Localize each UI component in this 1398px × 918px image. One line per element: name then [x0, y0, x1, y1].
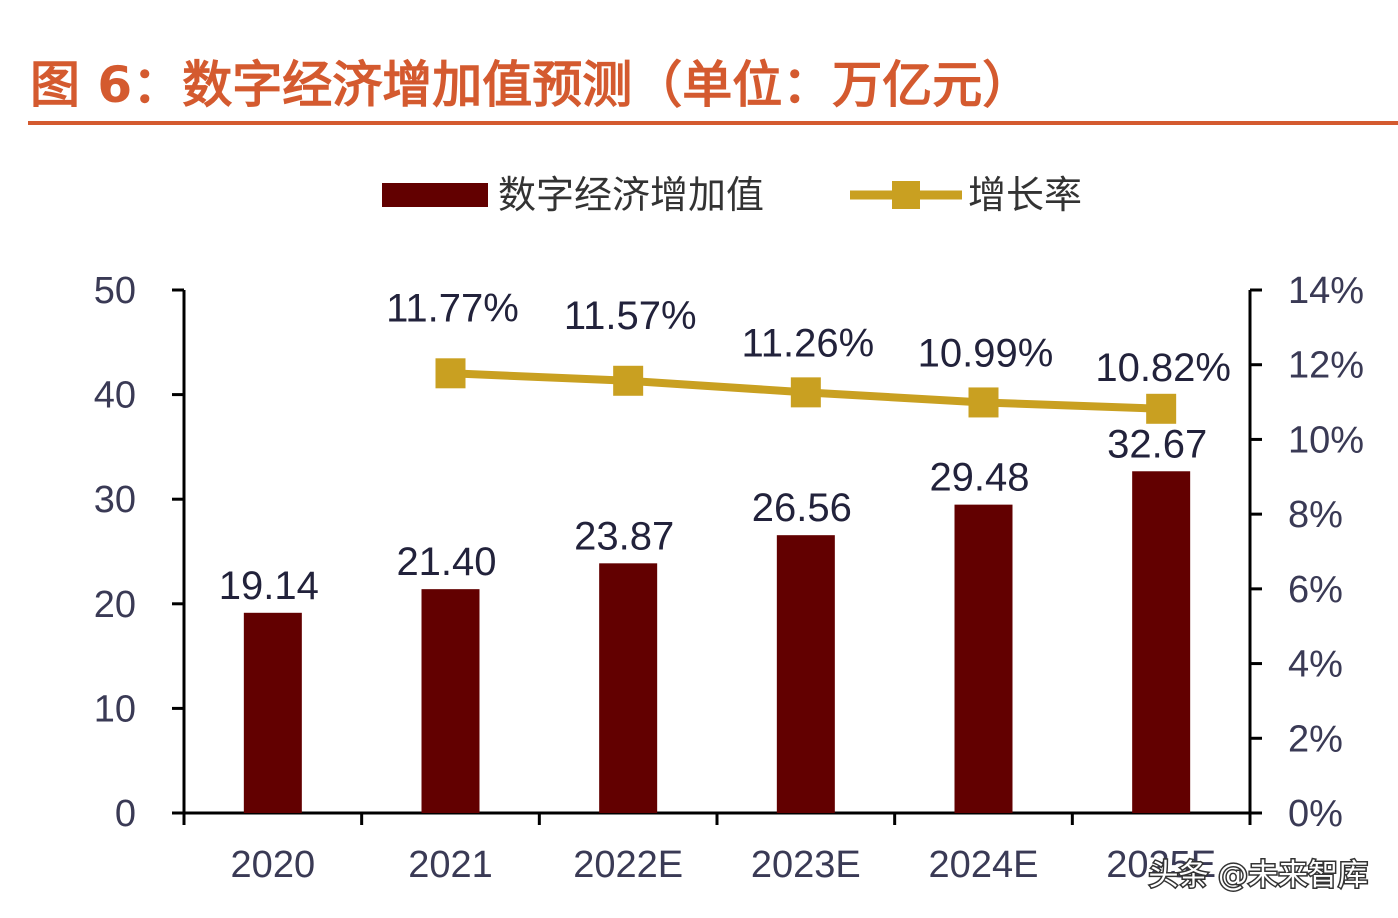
- right-tick-label: 12%: [1288, 345, 1364, 387]
- right-tick-label: 10%: [1288, 419, 1364, 461]
- growth-value-label: 11.57%: [564, 294, 697, 338]
- chart-title: 图 6：数字经济增加值预测（单位：万亿元）: [30, 56, 1032, 114]
- bar: [421, 589, 480, 813]
- growth-value-label: 10.82%: [1095, 346, 1231, 390]
- legend-label-line: 增长率: [968, 173, 1082, 217]
- right-tick-label: 2%: [1288, 718, 1343, 760]
- bar-value-label: 29.48: [929, 456, 1029, 500]
- x-tick-label: 2020: [231, 844, 316, 886]
- bar-value-label: 19.14: [219, 564, 319, 608]
- bar-value-label: 32.67: [1107, 422, 1207, 466]
- right-axis: 0% 2% 4% 6% 8% 10% 12% 14%: [1250, 270, 1364, 835]
- x-tick-label: 2022E: [573, 844, 683, 886]
- bar-series: [243, 471, 1191, 813]
- growth-line-series: [435, 358, 1177, 424]
- growth-marker: [790, 377, 821, 408]
- bar: [599, 563, 658, 813]
- bar-value-label: 26.56: [752, 486, 852, 530]
- left-tick-label: 50: [94, 270, 136, 312]
- legend-swatch-bar: [382, 183, 488, 207]
- left-tick-label: 0: [115, 793, 136, 835]
- growth-value-label: 10.99%: [918, 331, 1054, 375]
- x-tick-label: 2025E: [1106, 844, 1216, 886]
- right-tick-label: 4%: [1288, 644, 1343, 686]
- legend: 数字经济增加值 增长率: [382, 173, 1082, 217]
- left-tick-label: 10: [94, 688, 136, 730]
- x-tick-label: 2023E: [751, 844, 861, 886]
- right-tick-label: 6%: [1288, 569, 1343, 611]
- axes: [182, 290, 1252, 815]
- watermark: 头条 @未来智库: [1148, 858, 1368, 893]
- right-tick-label: 14%: [1288, 270, 1364, 312]
- left-tick-label: 30: [94, 479, 136, 521]
- bar-value-label: 23.87: [574, 514, 674, 558]
- legend-swatch-marker: [892, 181, 920, 209]
- right-tick-label: 0%: [1288, 793, 1343, 835]
- legend-label-bar: 数字经济增加值: [498, 173, 764, 217]
- growth-marker: [435, 358, 466, 389]
- bar-value-label: 21.40: [396, 540, 496, 584]
- bar-data-labels: 19.14 21.40 23.87 26.56 29.48 32.67: [219, 422, 1207, 608]
- right-tick-label: 8%: [1288, 494, 1343, 536]
- growth-marker: [613, 365, 644, 396]
- growth-value-label: 11.77%: [386, 286, 519, 330]
- bar: [954, 504, 1013, 813]
- line-data-labels: 11.77% 11.57% 11.26% 10.99% 10.82%: [386, 286, 1231, 389]
- x-tick-label: 2024E: [929, 844, 1039, 886]
- growth-marker: [1146, 393, 1177, 424]
- left-tick-label: 20: [94, 584, 136, 626]
- growth-marker: [968, 387, 999, 418]
- bar: [1132, 471, 1191, 813]
- x-tick-label: 2021: [408, 844, 493, 886]
- growth-value-label: 11.26%: [741, 321, 874, 365]
- left-axis: 0 10 20 30 40 50: [94, 270, 184, 835]
- bar: [243, 612, 302, 813]
- x-axis: 2020 2021 2022E 2023E 2024E 2025E: [182, 813, 1252, 886]
- left-tick-label: 40: [94, 375, 136, 417]
- bar: [776, 535, 835, 813]
